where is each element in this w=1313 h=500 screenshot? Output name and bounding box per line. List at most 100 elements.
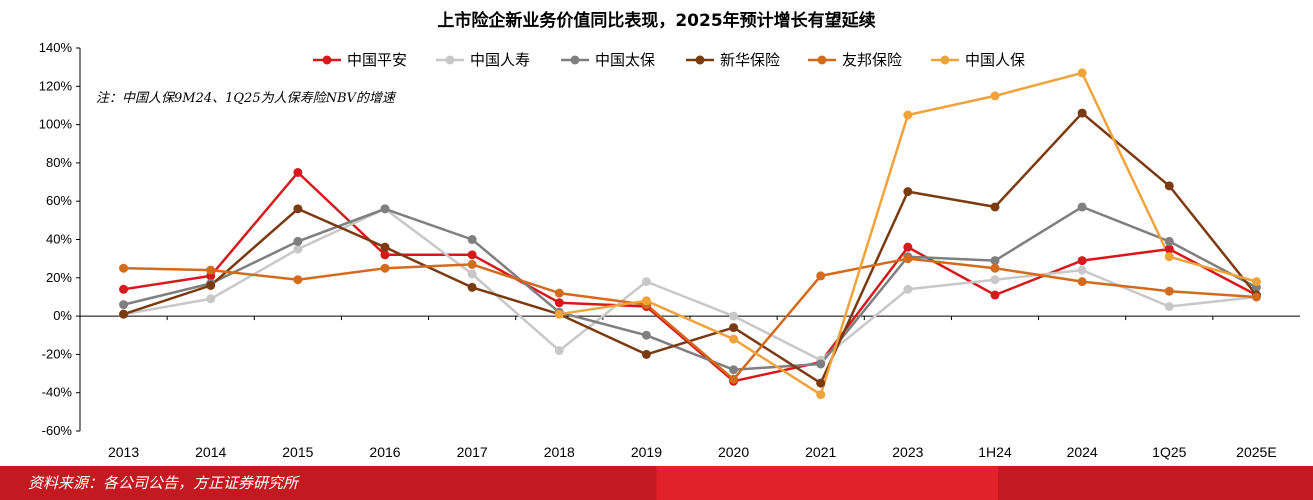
data-point <box>729 311 739 321</box>
data-point <box>990 263 1000 273</box>
data-point <box>1164 302 1174 312</box>
x-tick-label: 1Q25 <box>1152 444 1186 460</box>
legend: 中国平安 中国人寿 中国太保 新华保险 友邦保险 中国人保 <box>313 51 1025 69</box>
y-tick-label: 60% <box>46 193 72 208</box>
series-line <box>123 207 1257 362</box>
data-point <box>380 204 390 214</box>
data-point <box>641 277 651 287</box>
x-tick-label: 2015 <box>282 444 313 460</box>
data-point <box>903 242 913 252</box>
legend-marker <box>940 55 950 65</box>
data-point <box>467 259 477 269</box>
y-tick-label: 20% <box>46 270 72 285</box>
data-point <box>1164 236 1174 246</box>
data-point <box>1077 108 1087 118</box>
x-tick-label: 1H24 <box>978 444 1012 460</box>
data-point <box>293 244 303 254</box>
data-point <box>816 390 826 400</box>
y-tick-label: 140% <box>39 40 73 55</box>
data-point <box>206 280 216 290</box>
data-point <box>467 235 477 244</box>
data-point <box>729 323 739 333</box>
data-point <box>1077 265 1087 275</box>
data-point <box>554 309 564 319</box>
legend-label: 中国人寿 <box>470 51 530 69</box>
data-point <box>380 250 390 260</box>
data-point <box>641 296 651 306</box>
data-point <box>816 378 826 388</box>
data-point <box>990 256 1000 266</box>
data-point <box>380 242 390 252</box>
data-point <box>903 110 913 120</box>
legend-label: 中国人保 <box>965 51 1025 69</box>
data-point <box>1251 277 1261 287</box>
data-point <box>119 309 129 319</box>
x-tick-label: 2017 <box>457 444 488 460</box>
data-point <box>1077 277 1087 287</box>
legend-marker <box>570 55 580 65</box>
x-tick-label: 2020 <box>718 444 749 460</box>
data-point <box>1164 181 1174 191</box>
y-tick-label: -60% <box>42 423 73 438</box>
data-point <box>641 349 651 359</box>
data-point <box>119 300 129 310</box>
y-tick-label: 40% <box>46 232 72 247</box>
x-tick-label: 2013 <box>108 444 139 460</box>
x-tick-label: 2021 <box>805 444 836 460</box>
data-point <box>293 236 303 246</box>
data-point <box>206 294 216 304</box>
legend-marker <box>322 55 332 65</box>
data-point <box>1077 68 1087 78</box>
data-point <box>467 269 477 279</box>
series-layer <box>119 68 1261 400</box>
x-tick-label: 2019 <box>631 444 662 460</box>
data-point <box>293 167 303 177</box>
x-tick-label: 2018 <box>544 444 575 460</box>
data-point <box>990 91 1000 101</box>
data-point <box>554 346 564 356</box>
x-tick-label: 2024 <box>1067 444 1098 460</box>
data-point <box>729 374 739 384</box>
series-line <box>123 171 1257 383</box>
series-line <box>123 205 1257 371</box>
data-point <box>467 250 477 260</box>
data-point <box>1077 202 1087 212</box>
data-point <box>293 275 303 285</box>
data-point <box>554 298 564 308</box>
data-point <box>816 271 826 281</box>
legend-label: 中国太保 <box>595 51 655 69</box>
data-point <box>119 263 129 273</box>
data-point <box>1164 252 1174 262</box>
data-point <box>1077 256 1087 266</box>
data-point <box>990 275 1000 285</box>
x-tick-label: 2025E <box>1236 444 1276 460</box>
data-point <box>641 330 651 340</box>
x-tick-label: 2023 <box>892 444 923 460</box>
y-tick-label: 80% <box>46 155 72 170</box>
data-point <box>816 359 826 369</box>
data-point <box>1164 286 1174 296</box>
data-point <box>903 187 913 197</box>
y-tick-label: -20% <box>42 346 73 361</box>
x-tick-label: 2016 <box>369 444 400 460</box>
data-point <box>119 284 129 294</box>
legend-marker <box>817 55 827 65</box>
legend-label: 友邦保险 <box>842 51 902 69</box>
line-chart: -60% -40% -20% 0% 20% 40% 60% 80% 100% 120% 140% 20… <box>39 40 1300 460</box>
data-point <box>206 265 216 275</box>
legend-marker <box>695 55 705 65</box>
data-point <box>293 204 303 214</box>
data-point <box>903 254 913 264</box>
data-point <box>903 284 913 294</box>
y-tick-label: -40% <box>42 385 73 400</box>
series-line <box>123 257 1257 381</box>
data-point <box>467 282 477 292</box>
data-point <box>554 288 564 298</box>
chart-annotation: 注：中国人保9M24、1Q25为人保寿险NBV的增速 <box>96 90 397 106</box>
x-tick-label: 2014 <box>195 444 226 460</box>
axes: -60% -40% -20% 0% 20% 40% 60% 80% 100% 120% 140% 20… <box>39 40 1300 460</box>
data-point <box>990 202 1000 212</box>
legend-label: 中国平安 <box>347 51 407 69</box>
source-note: 资料来源：各公司公告，方正证券研究所 <box>28 474 299 492</box>
y-tick-label: 0% <box>53 308 72 323</box>
